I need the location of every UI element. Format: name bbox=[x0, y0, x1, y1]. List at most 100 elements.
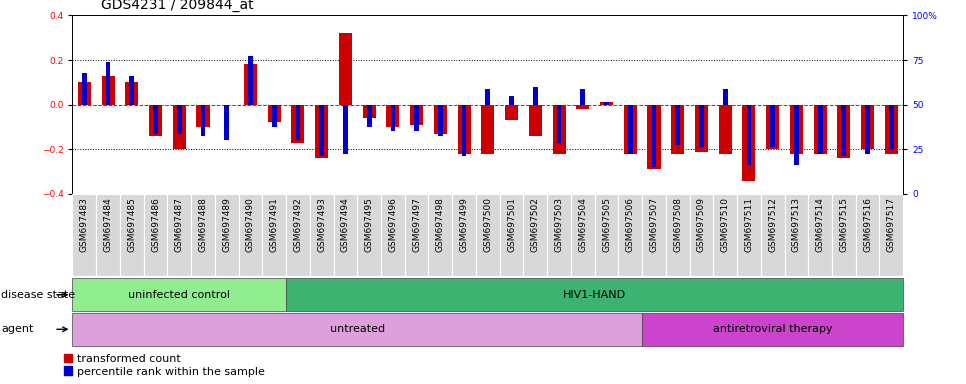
Bar bbox=[201, 104, 206, 136]
Text: GSM697510: GSM697510 bbox=[721, 197, 729, 252]
Bar bbox=[126, 82, 138, 104]
Bar bbox=[390, 104, 395, 131]
Bar bbox=[72, 194, 97, 276]
Bar bbox=[476, 194, 499, 276]
Bar bbox=[604, 103, 609, 104]
Bar bbox=[766, 104, 780, 149]
Bar bbox=[315, 104, 328, 158]
Bar bbox=[743, 104, 755, 180]
Bar bbox=[879, 194, 903, 276]
Bar bbox=[553, 104, 565, 154]
Bar bbox=[144, 194, 167, 276]
Bar bbox=[320, 104, 324, 156]
Bar bbox=[333, 194, 357, 276]
Bar bbox=[381, 194, 405, 276]
Bar bbox=[292, 104, 304, 142]
Bar bbox=[595, 194, 618, 276]
Bar bbox=[571, 194, 595, 276]
Text: GSM697486: GSM697486 bbox=[151, 197, 160, 252]
Bar bbox=[581, 89, 585, 104]
Bar bbox=[362, 104, 376, 118]
Bar bbox=[556, 104, 561, 142]
Bar bbox=[339, 33, 352, 104]
Bar bbox=[547, 194, 571, 276]
Text: GSM697503: GSM697503 bbox=[554, 197, 563, 252]
Bar bbox=[695, 104, 708, 152]
Bar bbox=[149, 104, 162, 136]
Bar bbox=[838, 104, 850, 158]
Bar bbox=[794, 104, 799, 165]
Text: GSM697498: GSM697498 bbox=[436, 197, 445, 252]
Text: disease state: disease state bbox=[1, 290, 75, 300]
Text: GSM697484: GSM697484 bbox=[103, 197, 113, 252]
Bar bbox=[723, 89, 727, 104]
Bar bbox=[509, 96, 514, 104]
Bar bbox=[101, 76, 115, 104]
Bar bbox=[268, 104, 281, 122]
Bar bbox=[120, 194, 144, 276]
Bar bbox=[214, 194, 239, 276]
Text: GSM697489: GSM697489 bbox=[222, 197, 231, 252]
Text: GSM697507: GSM697507 bbox=[649, 197, 659, 252]
Bar bbox=[72, 313, 642, 346]
Bar bbox=[154, 104, 157, 134]
Bar bbox=[813, 104, 827, 154]
Bar bbox=[832, 194, 856, 276]
Bar bbox=[719, 104, 731, 154]
Bar bbox=[411, 104, 423, 125]
Bar bbox=[271, 104, 276, 127]
Bar bbox=[624, 104, 637, 154]
Bar bbox=[173, 104, 185, 149]
Text: GSM697483: GSM697483 bbox=[80, 197, 89, 252]
Bar bbox=[577, 104, 589, 109]
Text: GSM697514: GSM697514 bbox=[815, 197, 825, 252]
Bar bbox=[224, 104, 229, 140]
Bar bbox=[310, 194, 333, 276]
Bar bbox=[770, 104, 775, 147]
Bar bbox=[263, 194, 286, 276]
Bar bbox=[452, 194, 476, 276]
Text: GSM697506: GSM697506 bbox=[626, 197, 635, 252]
Bar bbox=[458, 104, 470, 154]
Bar bbox=[505, 104, 518, 120]
Bar bbox=[856, 194, 879, 276]
Bar bbox=[784, 194, 809, 276]
Bar bbox=[286, 278, 903, 311]
Text: GSM697500: GSM697500 bbox=[483, 197, 493, 252]
Text: HIV1-HAND: HIV1-HAND bbox=[563, 290, 626, 300]
Bar bbox=[196, 104, 210, 127]
Bar bbox=[713, 194, 737, 276]
Bar bbox=[533, 87, 538, 104]
Bar bbox=[885, 104, 897, 154]
Bar bbox=[671, 104, 684, 154]
Bar bbox=[600, 103, 613, 104]
Text: GSM697496: GSM697496 bbox=[388, 197, 397, 252]
Bar bbox=[191, 194, 214, 276]
Bar bbox=[97, 194, 120, 276]
Text: GSM697517: GSM697517 bbox=[887, 197, 895, 252]
Text: GSM697485: GSM697485 bbox=[128, 197, 136, 252]
Bar bbox=[438, 104, 442, 136]
Text: GSM697497: GSM697497 bbox=[412, 197, 421, 252]
Bar bbox=[357, 194, 381, 276]
Bar bbox=[244, 65, 257, 104]
Text: GSM697511: GSM697511 bbox=[745, 197, 753, 252]
Bar bbox=[642, 313, 903, 346]
Text: uninfected control: uninfected control bbox=[128, 290, 230, 300]
Text: untreated: untreated bbox=[329, 324, 384, 334]
Bar bbox=[286, 194, 310, 276]
Bar bbox=[675, 104, 680, 145]
Text: GSM697495: GSM697495 bbox=[364, 197, 374, 252]
Bar bbox=[429, 194, 452, 276]
Legend: transformed count, percentile rank within the sample: transformed count, percentile rank withi… bbox=[64, 354, 265, 377]
Bar bbox=[82, 73, 87, 104]
Text: GSM697505: GSM697505 bbox=[602, 197, 611, 252]
Bar bbox=[809, 194, 832, 276]
Bar bbox=[524, 194, 547, 276]
Bar bbox=[690, 194, 713, 276]
Text: GDS4231 / 209844_at: GDS4231 / 209844_at bbox=[101, 0, 254, 12]
Bar bbox=[528, 104, 542, 136]
Text: GSM697490: GSM697490 bbox=[246, 197, 255, 252]
Bar bbox=[699, 104, 704, 147]
Bar bbox=[78, 82, 91, 104]
